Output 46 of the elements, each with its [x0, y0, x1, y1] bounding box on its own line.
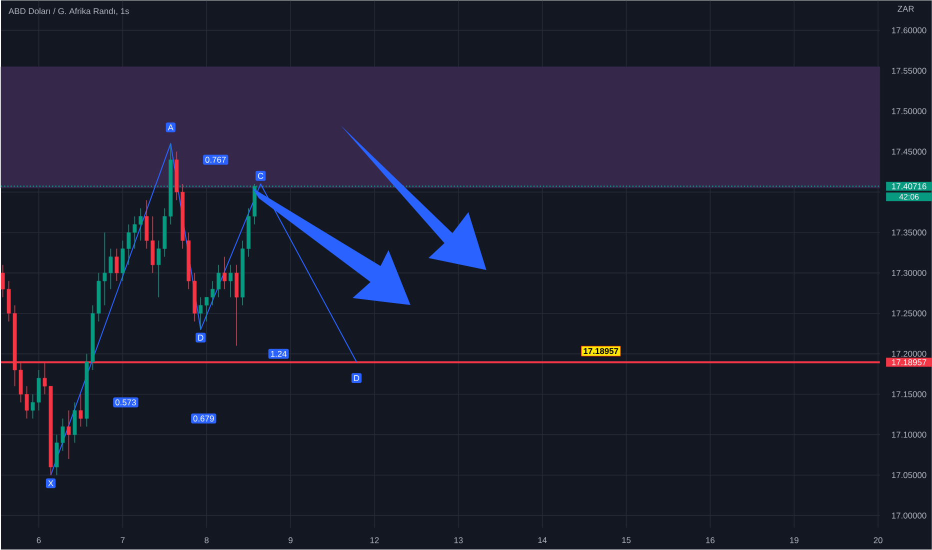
- annotation: C: [258, 173, 264, 180]
- y-tick-label: 17.30000: [892, 270, 926, 276]
- annotation: 1.24: [270, 351, 287, 357]
- ref-line-label: 17.40716: [892, 183, 926, 190]
- annotation: 0.679: [193, 416, 214, 422]
- annotation: A: [168, 124, 174, 130]
- x-tick-label: 19: [790, 537, 798, 544]
- y-tick-label: 17.15000: [892, 391, 926, 398]
- candlestick: [222, 256, 227, 290]
- candlestick: [216, 264, 221, 298]
- candlestick: [156, 240, 161, 298]
- text: ABD Doları / G. Afrika Randı, 1s: [8, 8, 129, 16]
- annotation: X: [48, 480, 54, 486]
- candlestick: [114, 248, 119, 282]
- x-tick-label: 6: [36, 537, 41, 544]
- y-tick-label: 17.45000: [892, 148, 926, 155]
- candlestick: [78, 394, 83, 428]
- x-tick-label: 14: [538, 537, 547, 544]
- annotation: D: [354, 375, 360, 382]
- candlestick: [24, 386, 29, 420]
- text: 17.18957: [892, 359, 926, 366]
- x-tick-label: 13: [454, 537, 463, 544]
- y-tick-label: 17.55000: [892, 68, 926, 74]
- candlestick: [210, 280, 215, 306]
- candlestick: [228, 264, 233, 298]
- x-tick-label: 8: [204, 537, 209, 544]
- x-tick-label: 7: [120, 537, 125, 544]
- x-tick-label: 20: [874, 537, 882, 544]
- y-tick-label: 17.60000: [892, 27, 926, 34]
- x-tick-label: 12: [370, 537, 379, 544]
- annotation: 0.767: [205, 156, 226, 163]
- x-tick-label: 15: [622, 537, 631, 544]
- y-tick-label: 17.50000: [892, 108, 926, 114]
- y-axis-title: ZAR: [898, 6, 914, 12]
- y-tick-label: 17.00000: [892, 512, 926, 519]
- candlestick: [66, 410, 71, 460]
- y-tick-label: 17.20000: [892, 351, 926, 357]
- y-tick-label: 17.05000: [892, 472, 926, 478]
- annotation: 0.573: [115, 400, 136, 406]
- ref-line-label: 17.18957: [584, 348, 618, 354]
- annotation: D: [198, 334, 204, 341]
- y-tick-label: 17.35000: [892, 230, 926, 236]
- x-tick-label: 9: [288, 537, 293, 544]
- y-tick-label: 17.25000: [892, 310, 926, 317]
- x-tick-label: 16: [706, 537, 715, 544]
- y-tick-label: 17.10000: [892, 432, 926, 438]
